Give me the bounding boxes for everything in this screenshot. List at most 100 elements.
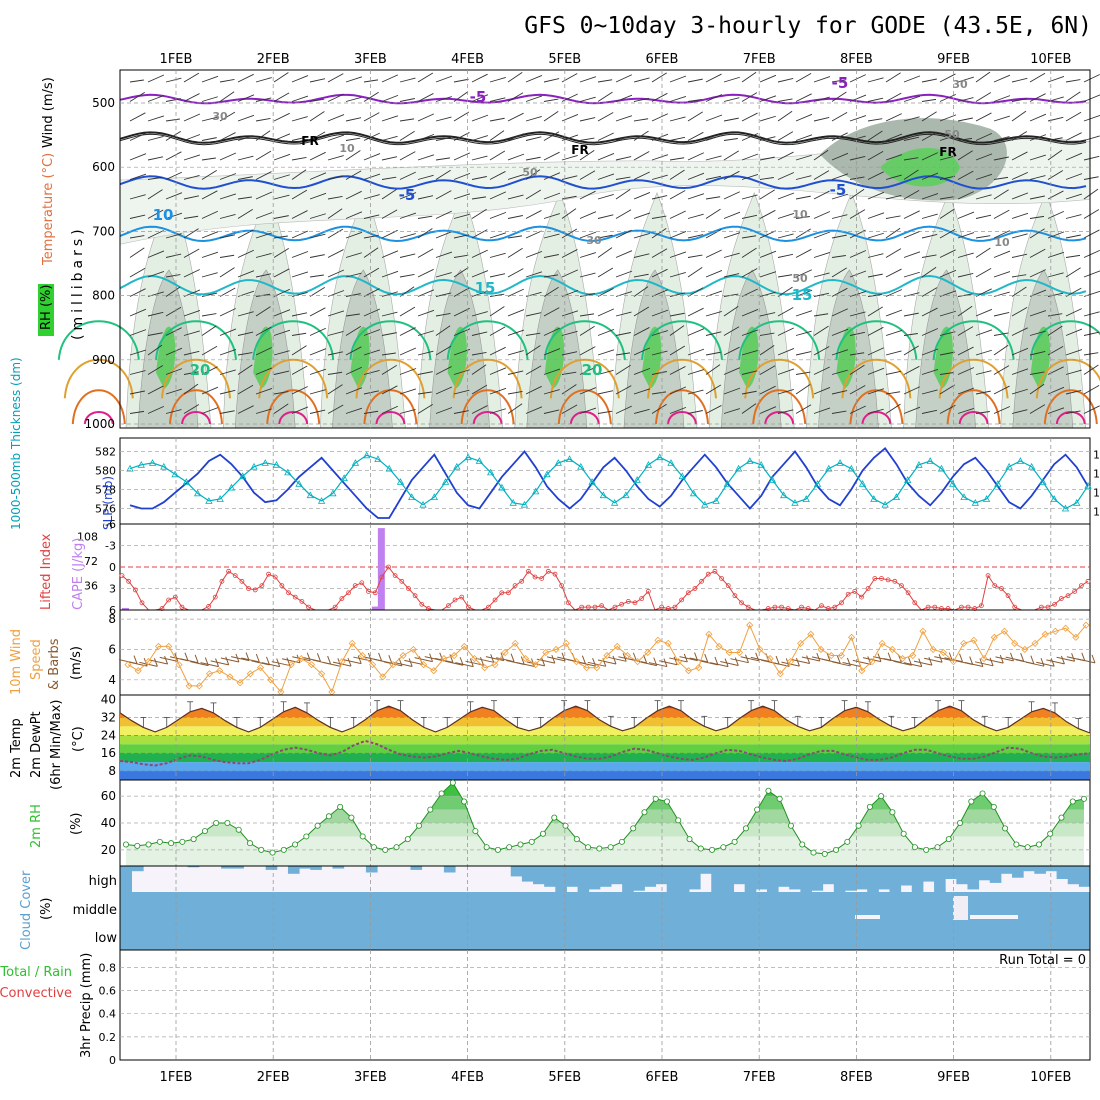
upper-wind-barb [1011, 409, 1028, 414]
surface-wind-barb-flag [612, 655, 617, 665]
lifted-index-point [865, 586, 871, 591]
cloud-high-bar [934, 866, 946, 892]
upper-wind-barb [471, 384, 488, 395]
temp-contour-20 [1029, 320, 1100, 360]
upper-wind-barb [201, 75, 219, 83]
lifted-index-point [292, 594, 298, 600]
upper-wind-barb [165, 192, 183, 200]
upper-wind-barb [129, 194, 146, 200]
wind-speed-point [542, 648, 550, 657]
lifted-index-point [679, 597, 685, 603]
upper-wind-barb [813, 117, 830, 122]
upper-wind-barb [147, 115, 165, 122]
upper-wind-barb [129, 214, 146, 219]
surface-wind-barb [893, 660, 912, 666]
upper-wind-barb [849, 74, 866, 83]
upper-wind-barb [471, 331, 488, 336]
rh-point [506, 844, 513, 851]
upper-wind-barb [1065, 193, 1082, 200]
upper-wind-barb [759, 250, 777, 258]
upper-wind-barb [741, 71, 757, 83]
upper-wind-barb [507, 92, 524, 102]
upper-wind-barb [903, 251, 921, 258]
top-date-label: 2FEB [257, 52, 290, 67]
upper-wind-barb [273, 235, 288, 239]
upper-wind-barb [813, 407, 831, 414]
upper-wind-barb [831, 152, 849, 161]
upper-wind-barb [903, 345, 919, 356]
lifted-index-point [745, 604, 751, 610]
cloud-high-bar [666, 866, 679, 892]
upper-wind-barb [399, 233, 416, 239]
upper-wind-barb [381, 209, 398, 219]
upper-wind-barb [399, 77, 416, 83]
upper-wind-barb [741, 133, 759, 141]
upper-wind-barb [291, 156, 307, 161]
upper-wind-barb [147, 332, 163, 336]
upper-wind-barb [219, 173, 237, 180]
upper-wind-barb [309, 307, 326, 317]
upper-wind-barb [759, 271, 777, 278]
lifted-index-point [212, 594, 218, 600]
upper-wind-barb [201, 366, 218, 375]
upper-wind-barb [867, 97, 884, 102]
upper-wind-barb [345, 293, 361, 297]
cloud-high-bar [867, 866, 879, 892]
temp-contour-35 [83, 410, 114, 425]
temp-contour-20 [155, 320, 237, 360]
upper-wind-barb [741, 390, 757, 395]
upper-wind-barb [219, 214, 236, 219]
rh-point [990, 803, 997, 810]
surface-wind-barb [638, 661, 657, 667]
upper-wind-barb [489, 76, 506, 83]
upper-wind-barb [147, 311, 164, 317]
wind-speed-point [358, 651, 366, 660]
upper-wind-barb [489, 232, 507, 239]
thickness-point [317, 497, 326, 504]
cloud-high-bar [844, 866, 857, 891]
upper-wind-barb [687, 234, 704, 239]
lifted-index-point [705, 571, 711, 577]
upper-wind-barb [543, 409, 560, 414]
rh-point [303, 833, 310, 840]
upper-wind-barb [705, 270, 723, 278]
upper-wind-barb [939, 269, 957, 278]
surface-wind-barb-flag [775, 655, 780, 665]
cloud-high-bar [365, 866, 378, 873]
upper-wind-barb [903, 95, 921, 102]
rh-point [494, 846, 501, 853]
upper-wind-barb [633, 408, 650, 414]
thickness-point [937, 464, 946, 472]
surface-wind-barb [1046, 659, 1065, 665]
upper-wind-barb [741, 349, 758, 356]
wind-speed-point [409, 645, 417, 654]
upper-wind-barb [777, 409, 794, 414]
lifted-index-point [219, 578, 225, 584]
upper-wind-barb [651, 92, 668, 102]
upper-wind-barb [273, 309, 291, 317]
surface-wind-barb [475, 657, 494, 663]
upper-wind-barb [453, 132, 470, 141]
rh-point [641, 809, 648, 816]
upper-wind-barb [1011, 368, 1029, 375]
upper-wind-barb [687, 389, 704, 395]
temp-tick-label: 32 [101, 710, 116, 724]
thickness-point [351, 459, 360, 466]
upper-wind-barb [957, 211, 975, 219]
upper-wind-barb [561, 351, 578, 356]
wind-speed-point [797, 639, 805, 647]
upper-wind-barb [597, 214, 614, 219]
upper-wind-barb [579, 293, 595, 297]
upper-wind-barb [687, 213, 704, 219]
upper-wind-barb [237, 196, 252, 200]
upper-wind-barb [579, 149, 595, 161]
cloud-high-bar [1067, 866, 1080, 885]
upper-wind-barb [345, 170, 362, 180]
temp-contour-20 [543, 320, 626, 360]
rh-point [246, 840, 253, 847]
surface-wind-barb [1076, 658, 1096, 664]
upper-wind-barb [165, 77, 182, 83]
lifted-index-point [672, 604, 678, 610]
thickness-point [430, 493, 438, 500]
